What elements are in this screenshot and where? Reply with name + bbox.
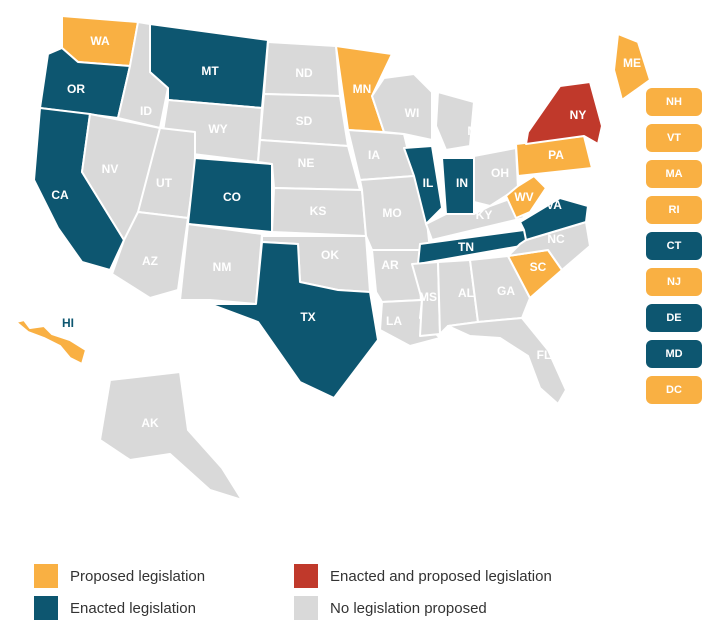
legend-label-enacted: Enacted legislation [70, 599, 196, 617]
state-fl [447, 317, 567, 405]
small-state-de: DE [646, 304, 702, 332]
legend-swatch-proposed [34, 564, 58, 588]
state-ak [99, 371, 243, 501]
legend-label-enacted-and-proposed: Enacted and proposed legislation [330, 567, 552, 585]
state-label-mi: MI [467, 124, 480, 138]
legend-label-none: No legislation proposed [330, 599, 487, 617]
state-label-ia: IA [368, 148, 380, 162]
small-state-label: NH [666, 96, 682, 108]
state-label-ut: UT [156, 176, 173, 190]
state-label-ny: NY [570, 108, 587, 122]
state-label-va: VA [546, 198, 562, 212]
state-label-sc: SC [530, 260, 547, 274]
legend-swatch-enacted [34, 596, 58, 620]
state-label-mt: MT [201, 64, 219, 78]
state-label-co: CO [223, 190, 241, 204]
state-label-al: AL [458, 286, 474, 300]
small-state-label: NJ [666, 276, 682, 288]
state-label-pa: PA [548, 148, 564, 162]
small-state-ma: MA [646, 160, 702, 188]
state-ms [411, 261, 441, 337]
state-label-ca: CA [51, 188, 69, 202]
state-label-wa: WA [90, 34, 110, 48]
state-tx [209, 241, 379, 399]
state-label-ky: KY [476, 208, 493, 222]
small-state-nj: NJ [646, 268, 702, 296]
small-state-nh: NH [646, 88, 702, 116]
small-state-label: DC [666, 384, 682, 396]
state-label-ks: KS [310, 204, 327, 218]
small-state-label: VT [666, 132, 682, 144]
state-ky [425, 195, 525, 241]
state-wi [371, 73, 433, 141]
state-il [403, 145, 443, 225]
state-label-hi: HI [62, 316, 74, 330]
state-label-mo: MO [382, 206, 401, 220]
state-nm [179, 223, 263, 305]
state-label-me: ME [623, 56, 641, 70]
state-hi [15, 319, 87, 365]
state-label-nv: NV [102, 162, 119, 176]
state-wv [505, 175, 547, 219]
legend-label-proposed: Proposed legislation [70, 567, 206, 585]
state-label-nd: ND [295, 66, 313, 80]
state-label-il: IL [423, 176, 434, 190]
state-va [519, 197, 589, 241]
small-state-label: MD [665, 348, 683, 360]
state-nc [507, 221, 591, 271]
state-label-ms: MS [419, 290, 437, 304]
small-state-md: MD [646, 340, 702, 368]
state-label-nm: NM [213, 260, 232, 274]
legend-swatch-enacted-and-proposed [294, 564, 318, 588]
small-state-ri: RI [646, 196, 702, 224]
state-label-ga: GA [497, 284, 515, 298]
small-state-dc: DC [646, 376, 702, 404]
legend: Proposed legislation Enacted and propose… [34, 564, 694, 628]
state-label-wi: WI [405, 106, 420, 120]
state-label-sd: SD [296, 114, 313, 128]
state-ny [525, 81, 603, 145]
state-label-tn: TN [458, 240, 474, 254]
small-state-label: MA [665, 168, 683, 180]
state-ia [347, 129, 415, 181]
state-label-id: ID [140, 104, 152, 118]
state-label-ok: OK [321, 248, 339, 262]
state-mi [435, 91, 475, 151]
state-label-nc: NC [547, 232, 565, 246]
legend-item-enacted: Enacted legislation [34, 596, 196, 620]
legend-item-enacted-and-proposed: Enacted and proposed legislation [294, 564, 552, 588]
state-label-ak: AK [141, 416, 159, 430]
state-oh [473, 147, 519, 207]
state-label-wv: WV [514, 190, 533, 204]
state-label-la: LA [386, 314, 402, 328]
state-ga [469, 255, 531, 323]
small-state-label: CT [666, 240, 682, 252]
state-label-mn: MN [353, 82, 372, 96]
state-me [613, 33, 651, 101]
state-label-tx: TX [300, 310, 315, 324]
small-state-label: RI [668, 204, 680, 216]
state-label-or: OR [67, 82, 85, 96]
legend-item-proposed: Proposed legislation [34, 564, 205, 588]
state-label-ar: AR [381, 258, 399, 272]
small-states-list: NH VT MA RI CT NJ DE MD DC [646, 88, 702, 412]
us-map: WA OR CA ID NV MT WY UT AZ CO NM ND SD NE KS OK TX MN IA MO… [15, 15, 651, 501]
small-state-label: DE [666, 312, 682, 324]
state-label-oh: OH [491, 166, 509, 180]
state-label-ne: NE [298, 156, 315, 170]
small-state-ct: CT [646, 232, 702, 260]
state-label-in: IN [456, 176, 468, 190]
small-state-vt: VT [646, 124, 702, 152]
state-label-wy: WY [208, 122, 227, 136]
legend-item-none: No legislation proposed [294, 596, 487, 620]
state-label-az: AZ [142, 254, 158, 268]
state-label-fl: FL [537, 348, 552, 362]
legend-swatch-none [294, 596, 318, 620]
